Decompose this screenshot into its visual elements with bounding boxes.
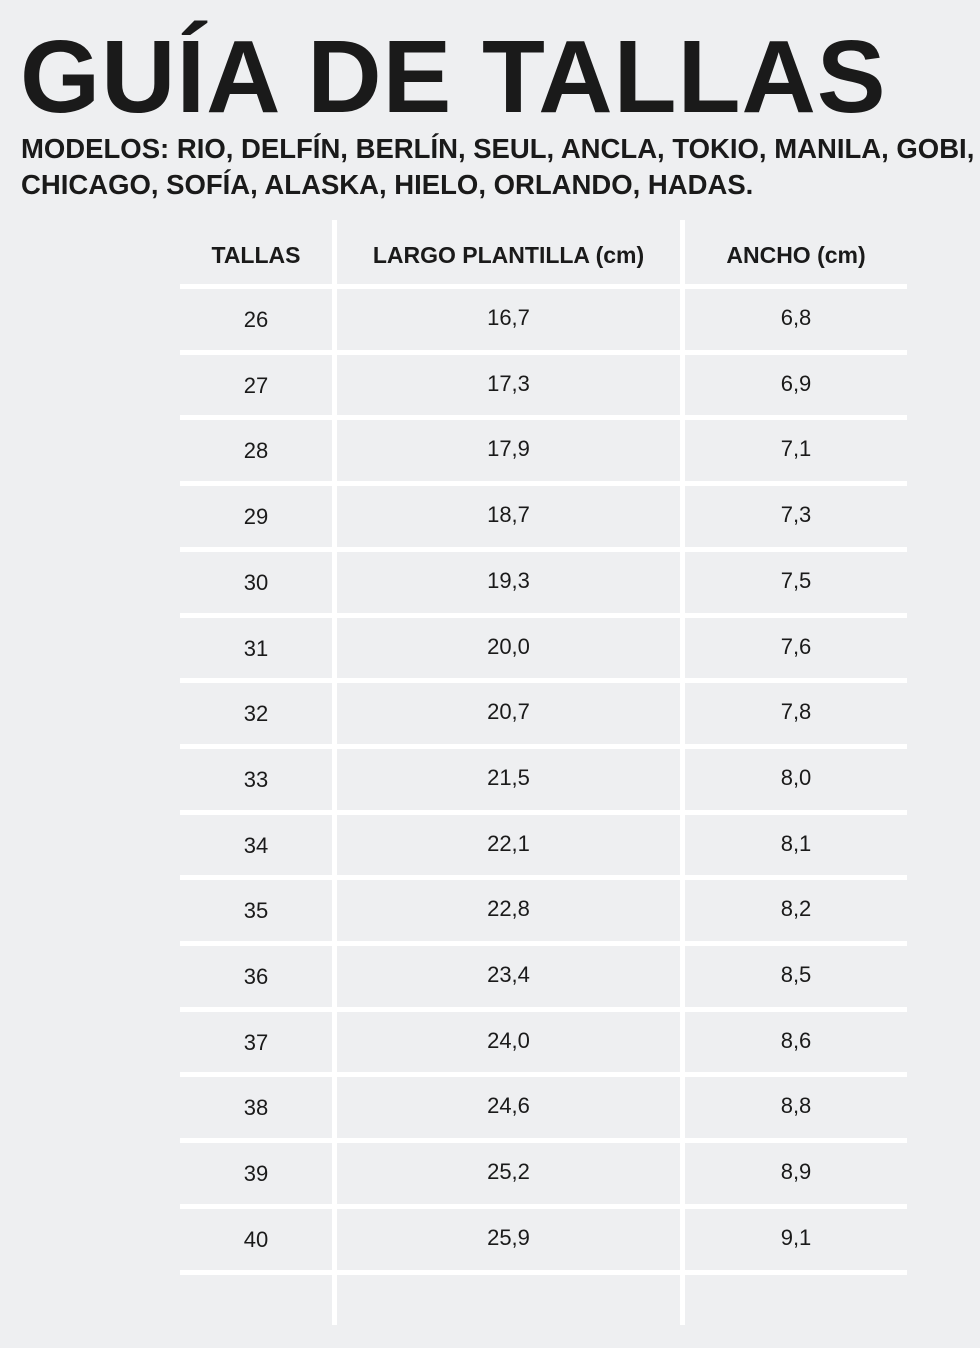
width-cell: 8,8 [780,1093,812,1119]
row-divider [180,546,907,552]
width-cell: 6,8 [780,305,812,330]
column-divider [332,220,337,1325]
row-divider [180,349,907,355]
row-divider [180,1138,907,1144]
row-divider [180,1203,907,1209]
width-cell: 8,6 [780,1027,812,1053]
row-divider [180,481,907,487]
page-title: GUÍA DE TALLAS [20,19,887,134]
row-divider [180,612,907,618]
row-divider [180,743,907,749]
size-cell: 37 [243,1029,269,1055]
size-cell: 40 [243,1226,269,1252]
width-cell: 6,9 [780,370,812,396]
width-cell: 8,5 [780,962,812,987]
length-cell: 18,7 [487,502,530,528]
row-divider [180,1006,907,1012]
size-cell: 36 [243,964,269,989]
length-cell: 17,9 [487,436,530,462]
length-cell: 19,3 [487,567,530,593]
length-cell: 20,0 [487,633,530,659]
width-cell: 8,2 [780,896,812,922]
width-cell: 8,1 [780,830,812,856]
width-cell: 9,1 [780,1224,812,1250]
header-largo: LARGO PLANTILLA (cm) [372,242,645,268]
length-cell: 16,7 [487,305,530,330]
header-ancho: ANCHO (cm) [726,242,866,268]
row-divider [180,284,907,289]
row-divider [180,1269,907,1275]
size-cell: 27 [243,372,269,398]
size-cell: 29 [243,504,269,530]
size-cell: 31 [243,635,269,661]
length-cell: 20,7 [487,699,530,725]
length-cell: 24,6 [487,1093,530,1119]
length-cell: 25,9 [487,1224,530,1250]
length-cell: 24,0 [487,1027,530,1053]
length-cell: 22,8 [487,896,530,922]
size-cell: 33 [243,766,269,792]
length-cell: 23,4 [487,962,530,987]
size-cell: 32 [243,701,269,727]
length-cell: 21,5 [487,764,530,790]
width-cell: 7,1 [780,436,812,462]
size-cell: 35 [243,898,269,924]
size-cell: 30 [243,569,269,595]
length-cell: 17,3 [487,370,530,396]
length-cell: 25,2 [487,1159,530,1185]
size-cell: 38 [243,1095,269,1121]
size-cell: 28 [243,438,269,464]
row-divider [180,875,907,881]
row-divider [180,809,907,815]
width-cell: 8,0 [780,764,812,790]
size-cell: 34 [243,832,269,858]
width-cell: 8,9 [780,1159,812,1185]
row-divider [180,1072,907,1078]
width-cell: 7,3 [780,502,812,528]
row-divider [180,941,907,946]
column-divider [680,220,685,1325]
row-divider [180,415,907,421]
header-tallas: TALLAS [211,242,301,268]
length-cell: 22,1 [487,830,530,856]
size-cell: 39 [243,1161,269,1187]
width-cell: 7,6 [780,633,812,659]
width-cell: 7,8 [780,699,812,725]
width-cell: 7,5 [780,567,812,593]
models-subtitle: MODELOS: RIO, DELFÍN, BERLÍN, SEUL, ANCL… [21,133,975,200]
row-divider [180,678,907,684]
size-cell: 26 [243,307,269,332]
